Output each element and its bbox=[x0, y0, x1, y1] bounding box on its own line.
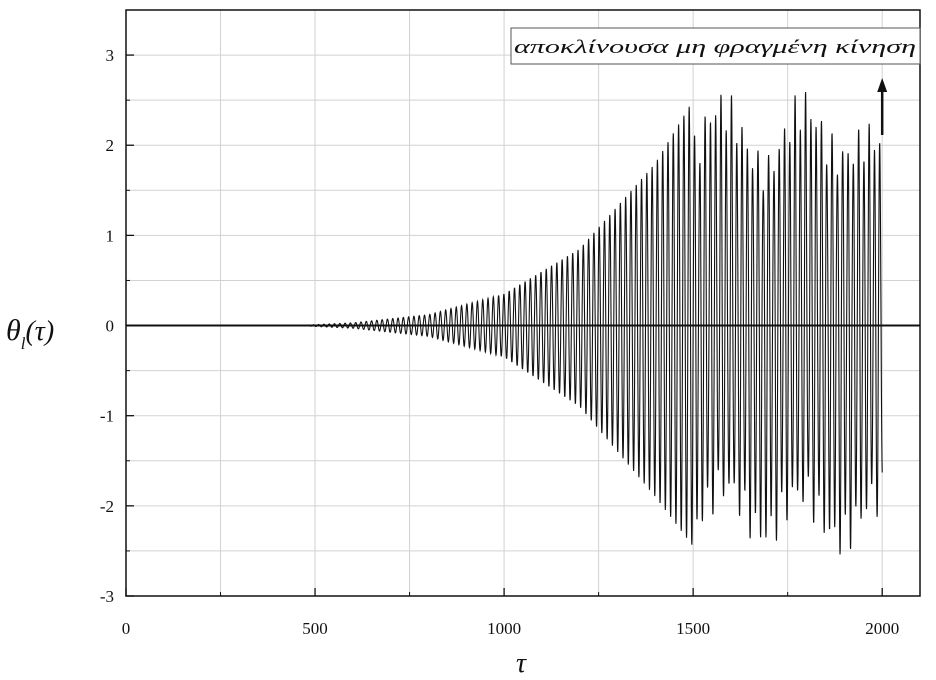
y-axis-title: θl(τ) bbox=[6, 314, 54, 353]
annotation: αποκλίνουσα μη φραγμένη κίνηση bbox=[510, 27, 921, 135]
series-path bbox=[126, 91, 883, 555]
y-tick-label: -1 bbox=[100, 407, 114, 426]
annotation-box bbox=[510, 27, 921, 65]
plot-frame bbox=[125, 9, 921, 597]
x-tick-label: 1000 bbox=[487, 619, 521, 638]
y-axis-title-subscript: l bbox=[21, 334, 26, 353]
y-tick-label: -2 bbox=[100, 497, 114, 516]
x-tick-label: 1500 bbox=[676, 619, 710, 638]
series-line bbox=[126, 91, 883, 555]
x-tick-label: 0 bbox=[122, 619, 131, 638]
y-tick-label: 2 bbox=[106, 136, 115, 155]
axis-ticks: 0 500 1000 1500 2000 -3 -2 -1 0 1 2 3 bbox=[100, 46, 899, 638]
y-tick-label: 0 bbox=[106, 317, 115, 336]
y-tick-label: 3 bbox=[106, 46, 115, 65]
y-tick-label: -3 bbox=[100, 587, 114, 606]
y-tick-label: 1 bbox=[106, 226, 115, 245]
x-axis-title: τ bbox=[516, 648, 527, 679]
y-axis-title-symbol: θ bbox=[6, 314, 21, 347]
x-tick-label: 2000 bbox=[865, 619, 899, 638]
grid bbox=[126, 10, 920, 596]
y-axis-title-suffix: (τ) bbox=[25, 316, 54, 347]
x-tick-label: 500 bbox=[302, 619, 328, 638]
annotation-text: αποκλίνουσα μη φραγμένη κίνηση bbox=[514, 37, 916, 58]
annotation-arrow-head bbox=[877, 78, 888, 92]
